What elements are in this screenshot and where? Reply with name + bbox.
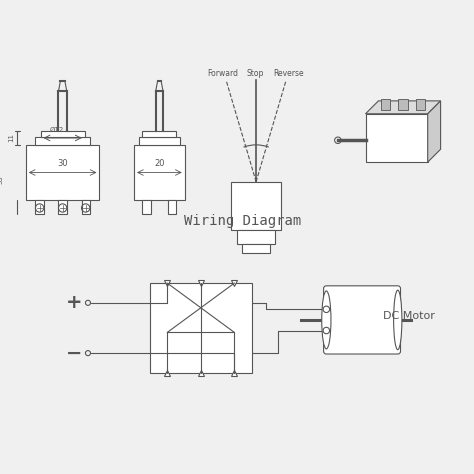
Circle shape bbox=[323, 327, 329, 334]
Polygon shape bbox=[365, 101, 441, 114]
Bar bbox=[416, 100, 425, 109]
Text: Wiring Diagram: Wiring Diagram bbox=[183, 214, 301, 228]
Bar bbox=[168, 200, 176, 214]
Bar bbox=[139, 137, 180, 145]
Bar bbox=[40, 131, 85, 137]
Bar bbox=[134, 145, 185, 200]
Bar bbox=[35, 137, 90, 145]
Ellipse shape bbox=[393, 290, 402, 350]
Polygon shape bbox=[428, 101, 441, 162]
Text: +: + bbox=[66, 293, 82, 312]
Bar bbox=[231, 182, 282, 230]
Ellipse shape bbox=[322, 291, 331, 349]
Text: Ø12: Ø12 bbox=[50, 127, 64, 133]
Text: Stop: Stop bbox=[246, 69, 264, 78]
Bar bbox=[142, 131, 176, 137]
Circle shape bbox=[335, 137, 341, 144]
Text: −: − bbox=[66, 344, 82, 363]
Bar bbox=[399, 100, 408, 109]
Polygon shape bbox=[365, 114, 428, 162]
Bar bbox=[142, 200, 151, 214]
Bar bbox=[242, 244, 270, 253]
Text: 55: 55 bbox=[0, 175, 4, 184]
Circle shape bbox=[323, 306, 329, 312]
Text: Reverse: Reverse bbox=[273, 69, 304, 78]
Bar bbox=[58, 200, 67, 214]
Bar bbox=[381, 100, 390, 109]
Bar bbox=[150, 283, 252, 373]
Text: 11: 11 bbox=[9, 133, 15, 142]
FancyBboxPatch shape bbox=[324, 286, 401, 354]
Bar bbox=[237, 230, 275, 244]
Text: DC Motor: DC Motor bbox=[383, 311, 435, 321]
Bar bbox=[82, 200, 90, 214]
Text: 20: 20 bbox=[154, 159, 164, 168]
Bar bbox=[26, 145, 100, 200]
Text: 30: 30 bbox=[57, 159, 68, 168]
Text: Forward: Forward bbox=[208, 69, 238, 78]
Bar bbox=[36, 200, 44, 214]
